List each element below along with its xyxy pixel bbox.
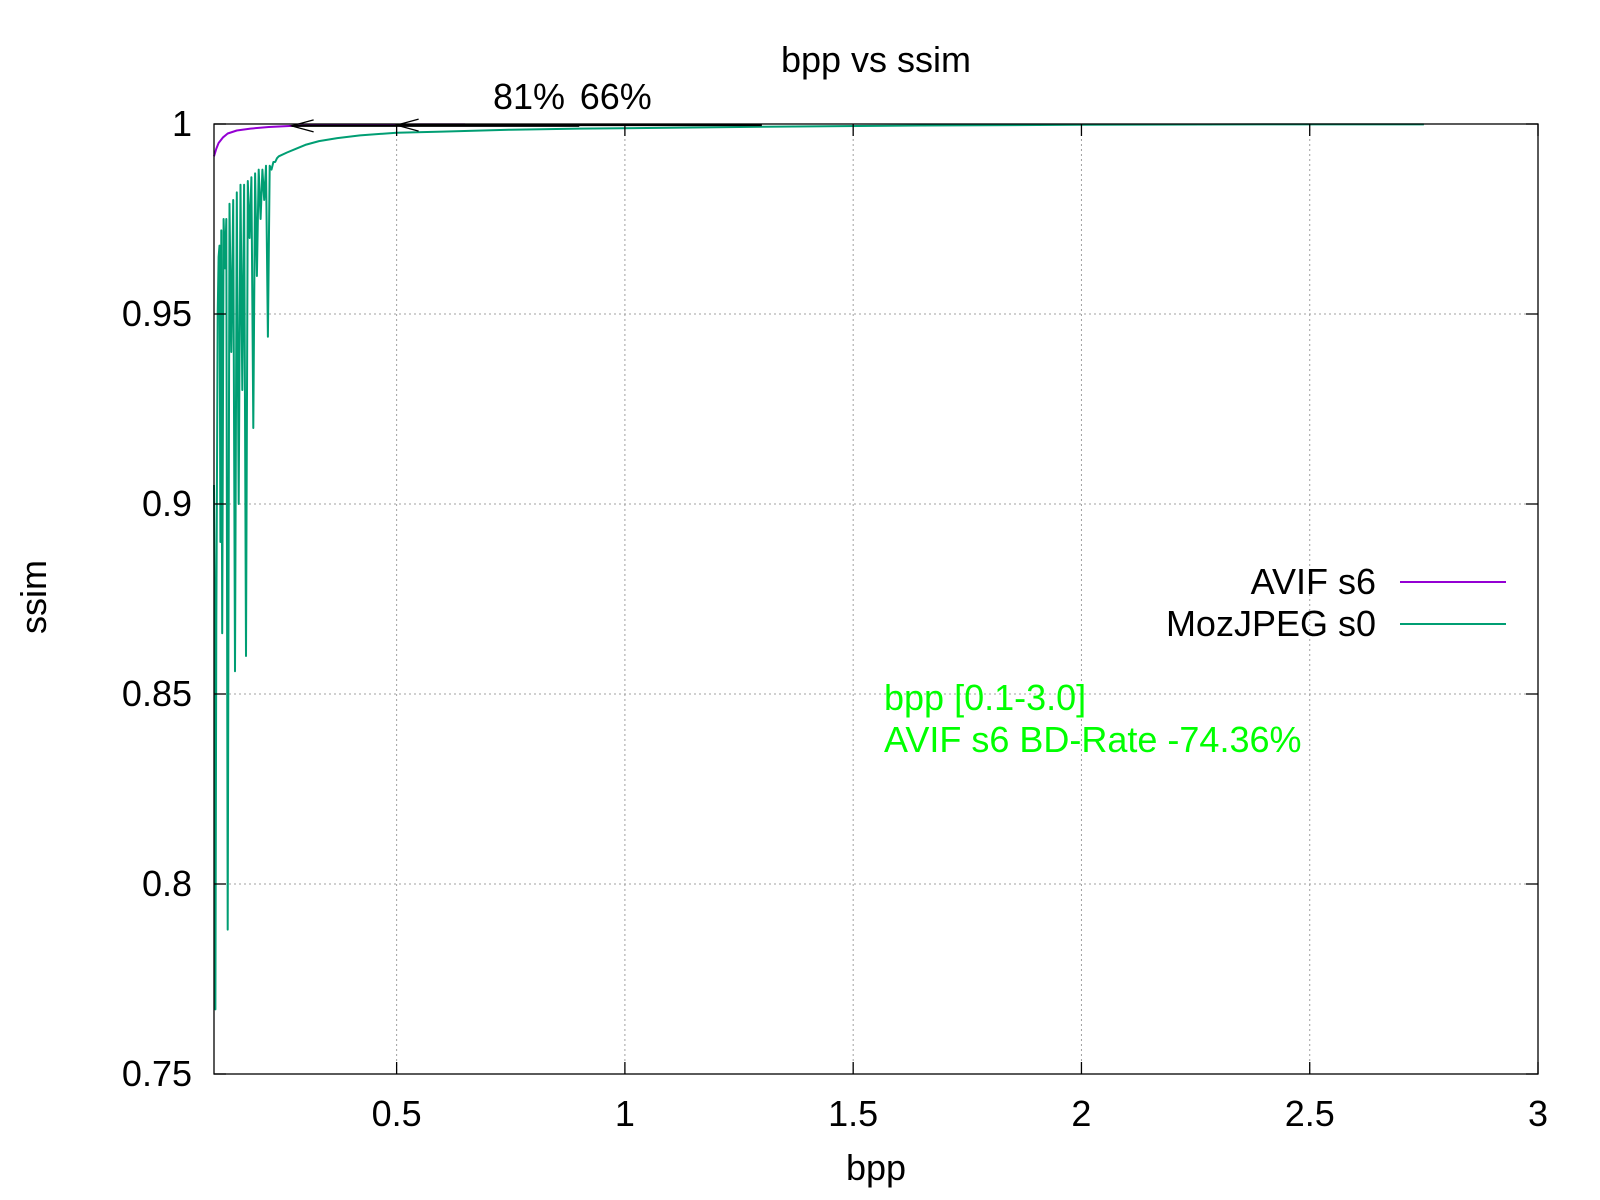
y-tick-label: 0.85 [122,673,192,714]
plot-frame [213,123,1539,1075]
y-tick-label: 0.9 [142,483,192,524]
bd-percent-label: 66% [580,76,652,117]
legend-label: MozJPEG s0 [1166,603,1376,644]
bd-rate-note: bpp [0.1-3.0]AVIF s6 BD-Rate -74.36% [884,677,1302,760]
legend-label: AVIF s6 [1251,561,1376,602]
x-tick-label: 1 [615,1093,635,1134]
bd-rate-note-line: bpp [0.1-3.0] [884,677,1086,718]
tick-layer: 0.5 1 1.5 2 2.5 3 0.75 0.8 0.85 0.9 0.95 1 [122,103,1548,1134]
x-axis-label: bpp [846,1147,906,1188]
x-tick-label: 2.5 [1285,1093,1335,1134]
series-layer [213,123,1424,1011]
arrow-layer [289,118,762,133]
bd-rate-note-line: AVIF s6 BD-Rate -74.36% [884,719,1302,760]
y-tick-label: 0.95 [122,293,192,334]
series-line-avif-s6 [213,123,466,157]
series-line-mozjpeg-s0 [213,123,1424,1011]
grid [214,124,1538,1074]
y-tick-label: 0.75 [122,1053,192,1094]
y-tick-label: 0.8 [142,863,192,904]
bd-arrow-head [289,119,314,133]
y-tick-label: 1 [172,103,192,144]
annotation-layer: 81% 66% [493,76,652,117]
x-tick-label: 0.5 [372,1093,422,1134]
y-axis-label: ssim [13,560,54,634]
x-tick-label: 2 [1071,1093,1091,1134]
chart-title: bpp vs ssim [781,39,971,80]
x-tick-label: 3 [1528,1093,1548,1134]
bd-percent-label: 81% [493,76,565,117]
x-tick-label: 1.5 [828,1093,878,1134]
